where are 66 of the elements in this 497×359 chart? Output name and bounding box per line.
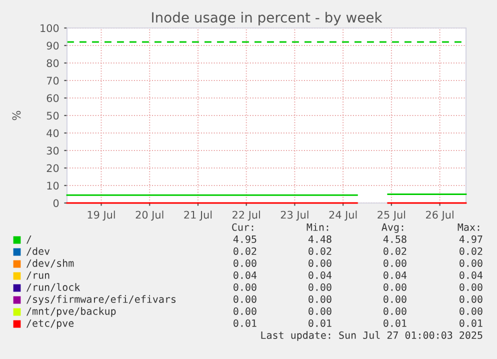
text: 0.00: [234, 259, 256, 267]
x-tick-label: 23 Jul: [280, 210, 308, 221]
legend-label: /dev: [26, 247, 50, 256]
text: Avg:: [382, 223, 404, 233]
y-tick-label: 10: [47, 182, 59, 190]
y-tick-label: 40: [46, 129, 59, 138]
text: 0.00: [460, 295, 482, 303]
text: Last update: Sun Jul 27 01:00:03 2025: [261, 331, 482, 341]
x-tick-label: 25 Jul: [378, 210, 406, 221]
y-tick-label: 80: [46, 59, 59, 68]
x-tick-label: 20 Jul: [136, 210, 164, 221]
text: 0.00: [384, 283, 406, 291]
text: 0.00: [308, 307, 332, 315]
text: 0.00: [460, 283, 482, 291]
text: 4.48: [308, 235, 332, 243]
y-tick-label: 50: [46, 112, 59, 120]
text: 0.01: [460, 319, 482, 327]
legend-label: /mnt/pve/backup: [26, 307, 116, 317]
legend-label: /run: [26, 271, 50, 280]
text: 0.00: [234, 295, 256, 303]
text: 0.00: [308, 259, 332, 267]
text: 0.00: [460, 307, 482, 315]
y-tick-label: 90: [46, 42, 59, 50]
y-tick-label: 100: [40, 24, 59, 32]
text: 0.02: [234, 247, 256, 255]
text: 0.00: [308, 283, 332, 291]
text: Max:: [458, 223, 480, 231]
text: 4.97: [459, 235, 482, 243]
text: 0.00: [234, 283, 256, 291]
text: 0.01: [308, 319, 332, 327]
text: 0.02: [308, 247, 332, 255]
text: 0.02: [384, 247, 406, 255]
chart-title: Inode usage in percent - by week: [152, 12, 382, 26]
x-tick-label: 22 Jul: [232, 210, 260, 221]
text: 0.02: [460, 247, 482, 255]
legend-label: /run/lock: [26, 283, 80, 292]
legend-label: /: [26, 235, 32, 244]
text: 0.01: [384, 319, 406, 327]
text: 0.04: [384, 271, 407, 279]
text: 0.00: [384, 259, 406, 267]
text: 0.04: [308, 271, 332, 279]
y-tick-label: 20: [46, 164, 59, 172]
text: 0.00: [384, 295, 406, 303]
legend-label: /dev/shm: [26, 259, 74, 268]
y-tick-label: 70: [46, 76, 59, 85]
text: 4.58: [383, 235, 406, 243]
x-tick-label: 26 Jul: [426, 210, 454, 221]
text: 0.01: [234, 319, 256, 327]
y-axis-title: %: [12, 110, 21, 120]
text: 0.00: [308, 295, 332, 303]
legend-label: /etc/pve: [26, 319, 74, 329]
legend-label: /sys/firmware/efi/efivars: [26, 295, 176, 305]
text: Min:: [306, 223, 328, 231]
text: 4.95: [233, 235, 256, 243]
text: 0.04: [460, 271, 483, 279]
text: 0.04: [234, 271, 257, 279]
text: Cur:: [232, 223, 254, 231]
text: 0.00: [234, 307, 256, 315]
text: 0.00: [460, 259, 482, 267]
y-tick-label: 60: [46, 94, 59, 102]
x-tick-label: 21 Jul: [184, 210, 212, 221]
y-tick-label: 0: [53, 199, 59, 208]
y-tick-label: 30: [46, 146, 59, 155]
x-tick-label: 19 Jul: [88, 210, 115, 221]
text: 0.00: [384, 307, 406, 315]
x-tick-label: 24 Jul: [329, 210, 357, 221]
